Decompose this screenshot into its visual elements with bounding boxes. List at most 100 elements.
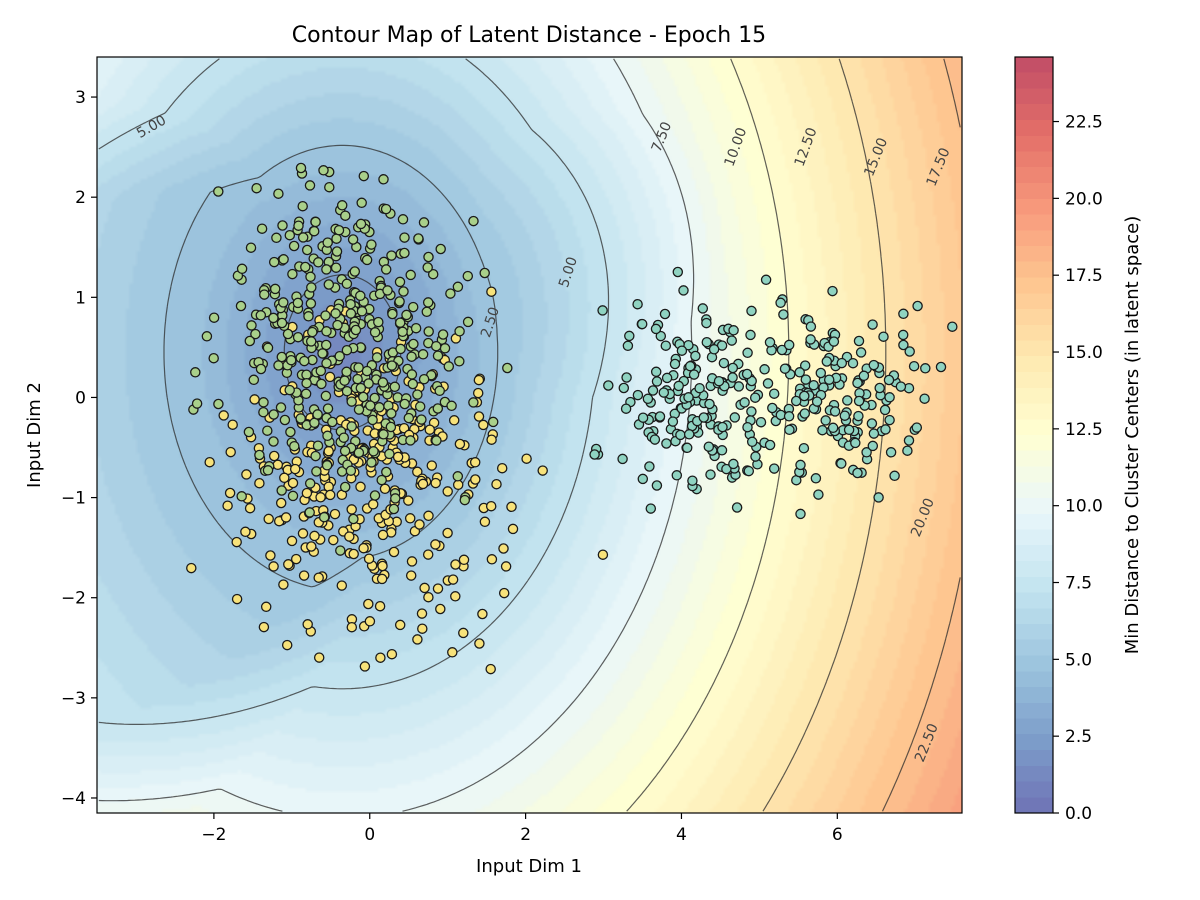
data-point — [346, 504, 357, 515]
data-point — [621, 372, 632, 383]
data-point — [458, 627, 469, 639]
data-point — [361, 254, 373, 266]
data-point — [301, 377, 312, 389]
data-point — [303, 311, 314, 322]
data-point — [443, 361, 455, 372]
data-point — [473, 374, 485, 386]
data-point — [650, 366, 662, 378]
data-point — [250, 328, 261, 340]
data-point — [276, 485, 287, 496]
data-point — [292, 331, 304, 343]
data-point — [381, 466, 392, 478]
data-point — [813, 489, 824, 500]
data-point — [386, 250, 397, 261]
data-point — [855, 347, 867, 358]
data-point — [401, 309, 412, 321]
data-point — [410, 322, 422, 334]
data-point — [313, 257, 324, 268]
data-point — [304, 478, 316, 489]
data-point — [397, 326, 408, 338]
data-point — [632, 298, 643, 310]
data-point — [727, 362, 739, 374]
data-point — [258, 621, 270, 633]
data-point — [310, 216, 321, 228]
data-point — [903, 435, 915, 446]
data-point — [688, 369, 700, 380]
data-point — [447, 574, 459, 585]
data-point — [655, 330, 667, 342]
data-point — [363, 598, 374, 610]
data-point — [412, 389, 423, 400]
data-point — [328, 534, 339, 546]
x-tick-label: 0 — [364, 825, 375, 845]
data-point — [388, 503, 400, 515]
data-point — [374, 402, 385, 413]
data-point — [454, 326, 465, 337]
data-point — [318, 165, 329, 176]
data-point — [366, 457, 377, 468]
data-point — [308, 225, 320, 237]
data-point — [333, 224, 345, 236]
data-point — [405, 435, 416, 446]
data-point — [673, 380, 684, 392]
data-point — [755, 416, 767, 428]
data-point — [345, 298, 356, 310]
colorbar: 0.0 2.5 5.0 7.5 10.0 12.5 15.0 17.5 20.0 22.5 Min… — [1014, 56, 1143, 824]
data-point — [683, 429, 695, 440]
y-tick-label: 2 — [75, 188, 86, 208]
data-point — [697, 303, 709, 314]
data-point — [485, 500, 497, 512]
data-point — [617, 453, 628, 465]
data-point — [295, 413, 306, 424]
data-point — [672, 266, 684, 278]
data-point — [911, 422, 923, 433]
data-point — [399, 398, 410, 410]
data-point — [268, 450, 280, 462]
data-point — [850, 437, 861, 449]
data-point — [829, 406, 841, 417]
data-point — [636, 318, 648, 330]
data-point — [390, 493, 401, 504]
data-point — [268, 561, 279, 572]
data-point — [275, 402, 287, 413]
y-axis: −4 −3 −2 −1 0 1 2 3 — [61, 88, 97, 809]
data-point — [412, 466, 423, 478]
data-point — [750, 451, 761, 462]
data-point — [379, 483, 391, 495]
data-point — [762, 378, 774, 389]
data-point — [347, 234, 359, 245]
data-point — [395, 343, 406, 355]
data-point — [678, 285, 689, 296]
plot-area: 5.002.505.007.50 10.00 12.50 15.00 17.5020.0… — [96, 56, 963, 814]
data-point — [369, 327, 381, 338]
data-point — [713, 375, 725, 387]
data-point — [718, 357, 730, 369]
data-point — [703, 441, 715, 452]
data-point — [293, 220, 304, 231]
data-point — [889, 470, 900, 482]
data-point — [369, 392, 380, 404]
data-point — [315, 492, 326, 503]
data-point — [430, 477, 441, 489]
data-point — [302, 619, 313, 630]
data-point — [394, 296, 405, 307]
colorbar-axis: 0.0 2.5 5.0 7.5 10.0 12.5 15.0 17.5 20.0 22.5 — [1053, 113, 1103, 824]
data-point — [324, 489, 336, 501]
data-point — [477, 608, 488, 620]
data-point — [728, 325, 739, 336]
data-point — [405, 570, 417, 581]
data-point — [231, 593, 243, 605]
data-point — [278, 297, 289, 308]
data-point — [413, 233, 424, 244]
data-point — [350, 324, 362, 336]
data-point — [254, 449, 265, 461]
x-tick-label: −2 — [201, 825, 226, 845]
data-point — [304, 507, 315, 518]
data-point — [346, 396, 357, 407]
data-point — [423, 326, 434, 337]
data-point — [384, 448, 395, 460]
data-point — [358, 391, 369, 403]
data-point — [422, 262, 433, 273]
data-point — [454, 356, 465, 367]
data-point — [251, 182, 262, 194]
